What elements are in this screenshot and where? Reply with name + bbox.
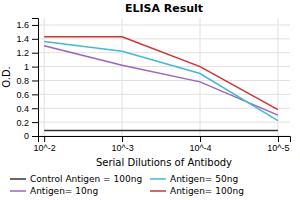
x-tick-mark — [278, 136, 279, 142]
grid — [38, 18, 290, 136]
x-tick-label: 10^-4 — [189, 143, 211, 153]
legend-label: Antigen= 10ng — [30, 186, 98, 196]
y-tick: 0.2 — [16, 117, 38, 127]
y-tick: 0.4 — [16, 104, 38, 114]
grid-line-y — [38, 122, 290, 123]
legend-item: Antigen= 50ng — [150, 174, 238, 184]
y-tick-mark — [32, 136, 38, 137]
legend-label: Antigen= 50ng — [170, 174, 238, 184]
y-tick-label: 0.2 — [16, 117, 29, 127]
x-tick-mark — [44, 136, 45, 142]
lines — [44, 37, 278, 131]
plot: 10^-2 10^-3 10^-4 10^-5 0 0.2 0.4 0.6 0.8 1 1.2 1.4… — [16, 18, 290, 153]
grid-line-x — [277, 18, 278, 136]
grid-line-x — [200, 18, 201, 136]
y-tick-label: 0.6 — [16, 90, 29, 100]
title: ELISA Result — [125, 2, 203, 15]
x-tick: 10^-3 — [111, 136, 133, 153]
x-tick-label: 10^-2 — [34, 143, 56, 153]
series-line — [44, 130, 278, 132]
x-axis-title: Serial Dilutions of Antibody — [96, 157, 232, 168]
y-tick-label: 1.2 — [16, 48, 29, 58]
y-tick-label: 0.8 — [16, 76, 29, 86]
legend-label: Antigen= 100ng — [170, 186, 244, 196]
legend-item: Control Antigen = 100ng — [10, 174, 142, 184]
grid-line-x — [44, 18, 45, 136]
y-tick-label: 1 — [24, 62, 29, 72]
y-tick: 0.8 — [16, 76, 38, 86]
y-tick-mark — [32, 53, 38, 54]
legend-item: Antigen= 10ng — [10, 186, 98, 196]
series-line — [44, 37, 278, 110]
y-tick: 1 — [24, 62, 38, 72]
y-axis: 0 0.2 0.4 0.6 0.8 1 1.2 1.4 1.6 — [16, 19, 38, 142]
legend: Control Antigen = 100ng Antigen= 10ng Anti… — [10, 174, 244, 196]
legend-swatch — [150, 190, 166, 192]
y-tick-label: 0 — [24, 131, 29, 141]
y-axis-title: O.D. — [1, 66, 12, 88]
y-tick-mark — [32, 39, 38, 40]
y-tick-label: 1.4 — [16, 34, 29, 44]
chart: 10^-2 10^-3 10^-4 10^-5 0 0.2 0.4 0.6 0.8 1 1.2 1.4… — [0, 0, 300, 200]
y-tick-mark — [32, 25, 38, 26]
x-tick-label: 10^-3 — [111, 143, 133, 153]
y-tick-mark — [32, 67, 38, 68]
y-tick: 1.6 — [16, 20, 38, 30]
x-tick: 10^-2 — [34, 136, 56, 153]
y-tick-mark — [32, 80, 38, 81]
x-tick-label: 10^-5 — [267, 143, 289, 153]
x-tick-mark — [200, 136, 201, 142]
x-tick-mark — [122, 136, 123, 142]
y-tick: 1.4 — [16, 34, 38, 44]
grid-line-y — [38, 24, 290, 25]
grid-line-y — [38, 108, 290, 109]
series-line — [44, 42, 278, 121]
legend-item: Antigen= 100ng — [150, 186, 244, 196]
y-tick-label: 0.4 — [16, 104, 29, 114]
x-tick: 10^-5 — [267, 136, 289, 153]
grid-line-x — [122, 18, 123, 136]
grid-line-y — [38, 66, 290, 67]
grid-line-y — [38, 80, 290, 81]
y-tick-label: 1.6 — [16, 20, 29, 30]
y-axis-line — [32, 19, 39, 137]
y-tick-mark — [32, 122, 38, 123]
x-axis: 10^-2 10^-3 10^-4 10^-5 — [34, 136, 291, 153]
legend-swatch — [10, 190, 26, 192]
y-tick-mark — [32, 108, 38, 109]
legend-label: Control Antigen = 100ng — [30, 174, 142, 184]
series-line — [44, 46, 278, 115]
legend-swatch — [150, 178, 166, 180]
y-tick: 1.2 — [16, 48, 38, 58]
y-tick: 0 — [24, 131, 38, 141]
y-tick-mark — [32, 94, 38, 95]
grid-line-y — [38, 38, 290, 39]
legend-swatch — [10, 178, 26, 180]
y-tick: 0.6 — [16, 90, 38, 100]
x-tick: 10^-4 — [189, 136, 211, 153]
x-axis-line — [39, 137, 291, 143]
